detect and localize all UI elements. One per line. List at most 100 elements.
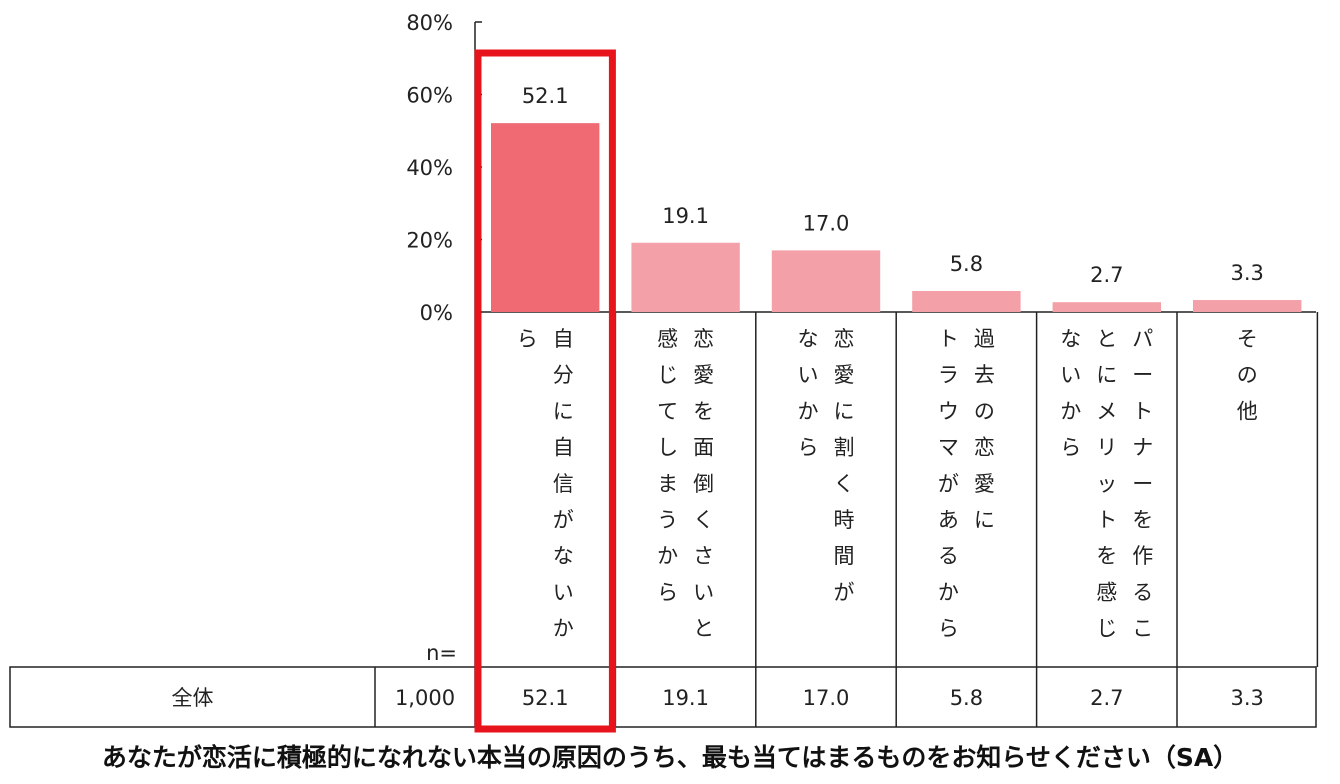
category-label-char: 感	[657, 327, 678, 351]
category-label-char: 恋	[834, 327, 855, 351]
category-label-char: ら	[938, 617, 959, 641]
highlight-frame-layer	[474, 49, 616, 733]
category-label-char: の	[974, 399, 995, 423]
table-n-value: 1,000	[395, 686, 455, 710]
category-label-char: が	[834, 580, 855, 604]
category-label-char: 分	[553, 363, 574, 387]
category-label-char: ら	[798, 436, 819, 460]
question-caption: あなたが恋活に積極的になれない本当の原因のうち、最も当てはまるものをお知らせくだ…	[101, 743, 1239, 772]
table-frame	[9, 666, 1317, 728]
category-label-char: な	[553, 544, 574, 568]
category-label-char: 信	[553, 472, 574, 496]
category-label-char: る	[938, 544, 959, 568]
y-tick-label: 80%	[406, 11, 453, 35]
category-label-char: う	[657, 508, 678, 532]
category-label-char: リ	[1096, 436, 1117, 460]
category-label-char: に	[1096, 363, 1117, 387]
category-label-char: こ	[1132, 617, 1153, 641]
category-label-char: 自	[553, 436, 574, 460]
category-label-char: く	[693, 508, 714, 532]
table-cell-troublesome: 19.1	[662, 686, 709, 710]
category-label-char: な	[798, 327, 819, 351]
bar-no-confidence	[491, 123, 600, 312]
category-label-char: 作	[1132, 544, 1153, 568]
category-label-char: い	[553, 580, 574, 604]
category-label-char: 恋	[693, 327, 714, 351]
category-label-char: る	[1132, 580, 1153, 604]
category-label-char: が	[553, 508, 574, 532]
y-tick-label: 40%	[406, 156, 453, 180]
category-label-char: 愛	[693, 363, 714, 387]
category-label-char: て	[657, 399, 678, 423]
table-row-label: 全体	[172, 686, 214, 710]
bars: 52.1 19.1 17.0 5.8 2.7 3.3	[491, 84, 1302, 312]
bar-chart: 0% 20% 40% 60% 80% n= 52.1 19.1 17.0 5.8 2.7 3.3 自…	[9, 11, 1319, 733]
category-label-char: ー	[1132, 363, 1153, 387]
category-label-char: 他	[1237, 399, 1258, 423]
category-label-char: を	[693, 399, 714, 423]
bar-other	[1193, 300, 1302, 312]
value-label-no-merit: 2.7	[1090, 263, 1123, 287]
category-label-char: な	[1060, 327, 1081, 351]
category-label-char: マ	[938, 436, 959, 460]
value-label-no-confidence: 52.1	[522, 84, 569, 108]
category-label-char: パ	[1132, 327, 1153, 351]
category-label-char: 愛	[974, 472, 995, 496]
category-label-char: 面	[693, 436, 714, 460]
category-label-char: に	[834, 399, 855, 423]
category-label-char: ト	[1132, 399, 1153, 423]
bar-trauma	[912, 290, 1021, 312]
category-label-char: と	[693, 617, 714, 641]
category-label-char: 間	[834, 544, 855, 568]
category-label-char: を	[1132, 508, 1153, 532]
category-label-char: に	[974, 508, 995, 532]
category-label-char: の	[1237, 363, 1258, 387]
data-table: 全体 1,000 52.1 19.1 17.0 5.8 2.7 3.3	[9, 666, 1317, 728]
category-label-char: く	[834, 472, 855, 496]
table-cell-other: 3.3	[1230, 686, 1263, 710]
category-label-char: そ	[1237, 327, 1258, 351]
category-label-char: い	[1060, 363, 1081, 387]
y-tick-label: 20%	[406, 229, 453, 253]
value-label-other: 3.3	[1230, 261, 1263, 285]
category-label-char: ッ	[1096, 472, 1117, 496]
y-tick-label: 0%	[420, 301, 453, 325]
category-label-char: い	[798, 363, 819, 387]
value-label-no-time: 17.0	[803, 211, 850, 235]
category-label-char: じ	[657, 363, 678, 387]
category-label-char: ナ	[1132, 436, 1153, 460]
category-label-char: ま	[657, 472, 678, 496]
category-label-char: ト	[938, 327, 959, 351]
category-label-char: ー	[1132, 472, 1153, 496]
category-label-char: 割	[834, 436, 855, 460]
category-label-char: 倒	[693, 472, 714, 496]
value-label-trauma: 5.8	[950, 252, 983, 276]
y-tick-label: 60%	[406, 84, 453, 108]
category-label-char: 感	[1096, 580, 1117, 604]
bar-no-merit	[1052, 302, 1161, 312]
category-label-char: ら	[1060, 436, 1081, 460]
category-label-char: し	[657, 436, 678, 460]
category-label-char: さ	[693, 544, 714, 568]
highlight-frame	[474, 49, 616, 733]
bar-no-time	[771, 250, 881, 312]
category-label-char: か	[657, 544, 678, 568]
category-label-char: を	[1096, 544, 1117, 568]
category-label-char: い	[693, 580, 714, 604]
category-label-char: ウ	[938, 399, 959, 423]
category-label-char: 愛	[834, 363, 855, 387]
n-label: n=	[426, 641, 457, 665]
category-label-char: ラ	[938, 363, 959, 387]
category-label-char: に	[553, 399, 574, 423]
bar-troublesome	[631, 242, 740, 312]
category-label-char: ら	[657, 580, 678, 604]
category-label-char: じ	[1096, 617, 1117, 641]
category-label-char: メ	[1096, 399, 1117, 423]
table-cell-no-time: 17.0	[803, 686, 850, 710]
table-cell-trauma: 5.8	[950, 686, 983, 710]
category-label-char: か	[938, 580, 959, 604]
category-label-char: ト	[1096, 508, 1117, 532]
category-label-char: 過	[974, 327, 995, 351]
category-label-char: 時	[834, 508, 855, 532]
